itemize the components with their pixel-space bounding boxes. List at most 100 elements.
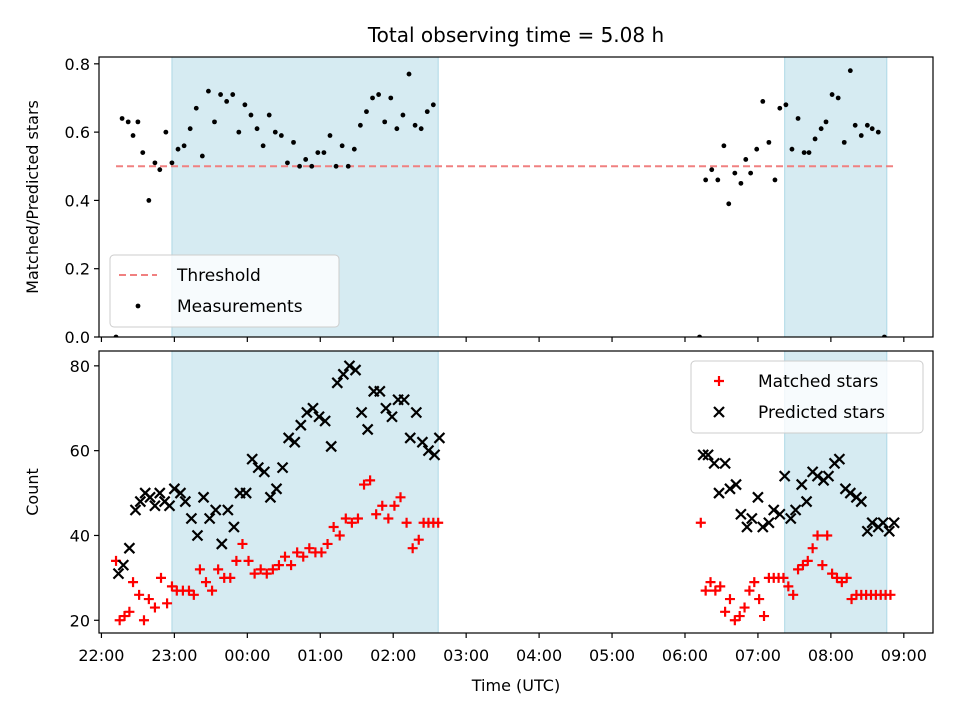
legend-label: Matched stars — [758, 372, 878, 392]
predicted-stars-point — [168, 483, 181, 495]
predicted-stars-point — [361, 423, 374, 436]
measurements-point — [430, 102, 436, 108]
predicted-stars-point — [240, 487, 252, 499]
predicted-stars-point — [191, 529, 204, 542]
predicted-stars-point — [741, 521, 753, 533]
matched-stars-point — [143, 594, 154, 605]
matched-stars-point — [194, 564, 205, 575]
predicted-stars-point — [795, 478, 808, 491]
predicted-stars-point — [331, 377, 344, 389]
measurements-point — [242, 102, 248, 108]
measurements-point — [852, 122, 858, 128]
x-tick-label: 02:00 — [370, 646, 416, 665]
measurements-point — [206, 88, 211, 94]
measurements-point — [709, 167, 715, 173]
predicted-stars-point — [163, 500, 176, 512]
predicted-stars-point — [861, 525, 874, 538]
measurements-point — [345, 163, 351, 169]
measurements-point — [789, 146, 795, 152]
matched-stars-point — [739, 602, 750, 613]
measurements-point — [841, 139, 847, 145]
predicted-stars-point — [301, 406, 313, 419]
predicted-stars-point — [833, 453, 846, 465]
matched-stars-point — [734, 611, 745, 622]
matched-stars-point — [138, 615, 149, 626]
legend-box — [690, 360, 924, 434]
matched-stars-point — [778, 572, 789, 583]
measurements-point — [303, 157, 309, 162]
predicted-stars-point — [800, 495, 813, 508]
measurements-point — [847, 68, 853, 74]
measurements-point — [697, 334, 702, 337]
measurements-point — [291, 139, 296, 145]
matched-stars-point — [807, 543, 818, 554]
x-tick-label: 06:00 — [662, 646, 708, 665]
matched-stars-point — [754, 594, 765, 605]
predicted-stars-point — [282, 432, 295, 444]
axes-frame — [98, 350, 934, 634]
matched-stars-point — [328, 521, 339, 532]
measurements-point — [351, 146, 357, 152]
predicted-stars-point — [844, 487, 857, 499]
matched-stars-point — [715, 581, 726, 592]
matched-stars-point — [128, 577, 139, 588]
matched-stars-point — [802, 555, 813, 566]
predicted-stars-point — [179, 495, 192, 508]
y-tick-label: 0.8 — [65, 55, 90, 74]
legend-label: Predicted stars — [758, 403, 885, 423]
measurements-point — [394, 126, 400, 132]
measurements-point — [760, 98, 766, 104]
predicted-stars-point — [174, 487, 187, 499]
predicted-stars-point — [702, 449, 714, 461]
measurements-point — [812, 136, 818, 142]
measurements-point — [754, 146, 760, 152]
measurements-point — [272, 129, 278, 135]
matched-stars-point — [407, 543, 418, 554]
predicted-stars-point — [416, 436, 429, 448]
measurements-point — [412, 122, 418, 128]
matched-stars-point — [200, 577, 211, 588]
matched-stars-point — [188, 589, 199, 600]
predicted-stars-point — [735, 508, 747, 521]
x-tick-label: 22:00 — [78, 646, 124, 665]
predicted-stars-point — [708, 457, 720, 470]
measurements-point — [726, 201, 732, 207]
measurements-point — [140, 150, 146, 156]
measurements-point — [119, 116, 125, 121]
predicted-stars-point — [149, 500, 161, 512]
predicted-stars-point — [404, 432, 417, 444]
matched-stars-point — [340, 513, 351, 524]
measurements-point — [777, 105, 783, 111]
predicted-stars-point — [313, 410, 325, 423]
predicted-stars-point — [319, 415, 331, 427]
predicted-stars-point — [697, 449, 710, 461]
matched-stars-point — [359, 479, 370, 490]
matched-stars-point — [371, 509, 382, 520]
measurements-point — [357, 122, 363, 128]
matched-stars-point — [322, 538, 333, 549]
legend-label: Measurements — [177, 297, 303, 317]
matched-stars-point — [744, 585, 755, 596]
matched-stars-point — [334, 530, 345, 541]
measurements-point — [406, 71, 412, 77]
measurements-point — [382, 119, 388, 125]
measurements-point — [297, 163, 302, 169]
measurements-point — [327, 133, 333, 138]
predicted-stars-point — [203, 512, 216, 525]
measurements-point — [309, 163, 315, 169]
matched-stars-point — [352, 513, 363, 524]
y-axis-label: Matched/Predicted stars — [23, 100, 42, 294]
y-tick-label: 0.4 — [65, 191, 90, 210]
measurements-point — [236, 129, 242, 135]
measurements-point — [230, 92, 236, 97]
x-tick-label: 07:00 — [735, 646, 781, 665]
y-tick-label: 0.2 — [65, 260, 90, 279]
matched-stars-point — [237, 538, 248, 549]
predicted-stars-point — [216, 538, 228, 550]
measurements-point — [806, 150, 812, 156]
predicted-stars-point — [349, 364, 362, 376]
measurements-point — [285, 160, 290, 166]
matched-stars-point — [134, 589, 145, 600]
y-tick-label: 60 — [70, 442, 90, 461]
